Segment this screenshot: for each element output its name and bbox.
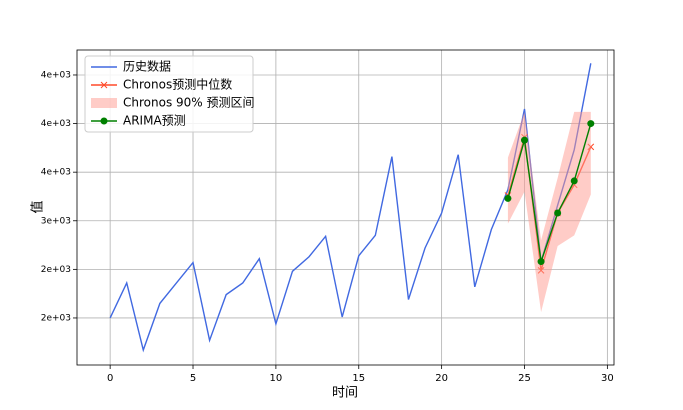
y-tick-label: 4e+03 bbox=[41, 70, 71, 80]
x-tick-label: 30 bbox=[601, 373, 614, 384]
x-tick-label: 10 bbox=[270, 373, 283, 384]
series-line bbox=[507, 123, 592, 262]
legend: 历史数据 Chronos预测中位数 Chronos 90% 预测区间 ARIMA预测 bbox=[84, 55, 255, 133]
y-tick-label: 3e+03 bbox=[41, 216, 71, 226]
marker bbox=[537, 258, 545, 266]
y-axis-label: 值 bbox=[30, 200, 46, 213]
marker bbox=[521, 136, 528, 144]
plot-frame bbox=[76, 49, 615, 366]
legend-marker bbox=[100, 81, 108, 89]
y-tick-label: 2e+03 bbox=[41, 265, 71, 275]
marker bbox=[504, 194, 512, 202]
marker bbox=[554, 209, 562, 217]
legend-label: 历史数据 bbox=[123, 59, 171, 74]
x-tick-label: 20 bbox=[435, 373, 448, 384]
prediction-band bbox=[507, 111, 591, 313]
x-tick-label: 25 bbox=[518, 373, 531, 384]
marker bbox=[587, 120, 595, 128]
legend-marker bbox=[100, 117, 108, 125]
x-tick-label: 5 bbox=[190, 373, 196, 384]
x-tick-label: 15 bbox=[352, 373, 365, 384]
legend-box bbox=[84, 55, 254, 133]
marker bbox=[570, 177, 578, 185]
y-tick-label: 4e+03 bbox=[41, 119, 71, 129]
y-tick-label: 2e+03 bbox=[41, 313, 71, 323]
legend-label: Chronos 90% 预测区间 bbox=[123, 96, 255, 110]
y-tick-label: 4e+03 bbox=[41, 168, 71, 178]
legend-label: Chronos预测中位数 bbox=[123, 77, 232, 92]
x-axis-label: 时间 bbox=[332, 386, 358, 401]
x-tick-label: 0 bbox=[107, 373, 113, 384]
legend-swatch bbox=[91, 98, 117, 108]
legend-label: ARIMA预测 bbox=[123, 114, 186, 128]
